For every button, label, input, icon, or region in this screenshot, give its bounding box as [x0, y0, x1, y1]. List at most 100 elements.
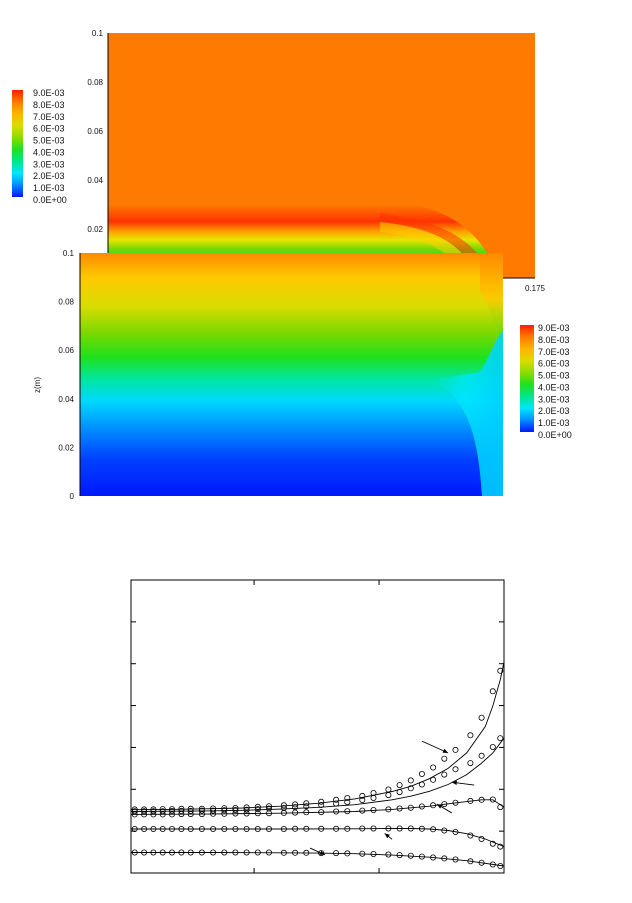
- colorbar-bottom-labels: 9.0E-03 8.0E-03 7.0E-03 6.0E-03 5.0E-034.0E-…: [538, 323, 572, 440]
- chart-point: [497, 863, 504, 870]
- contour-bottom-panel: 0 0.02 0.04 0.06 0.08 0.1 z(m): [33, 249, 503, 501]
- chart-point: [265, 849, 272, 856]
- chart-point: [187, 826, 194, 833]
- chart-point: [178, 826, 185, 833]
- chart-point: [430, 802, 437, 809]
- chart-point: [265, 826, 272, 833]
- colorbar-label: 1.0E-03: [538, 418, 570, 428]
- chart-point: [318, 809, 325, 816]
- contour-bottom-y-ticks: 0 0.02 0.04 0.06 0.08 0.1: [58, 249, 74, 501]
- chart-point: [452, 856, 459, 863]
- chart-point: [467, 797, 474, 804]
- chart-point: [243, 826, 250, 833]
- contour-bottom-field: [80, 253, 503, 496]
- chart-point: [254, 810, 261, 817]
- chart-point: [292, 809, 299, 816]
- chart-series-line: [130, 737, 505, 812]
- chart-point: [407, 777, 414, 784]
- chart-arrow-head: [451, 780, 457, 785]
- chart-point: [178, 849, 185, 856]
- chart-series-0: [130, 661, 505, 813]
- chart-point: [396, 782, 403, 789]
- chart-point: [187, 811, 194, 818]
- chart-point: [131, 811, 138, 818]
- contour-top-field: [108, 33, 535, 278]
- contour-top-y-tick: 0.02: [87, 225, 103, 234]
- chart-point: [370, 795, 377, 802]
- chart-point: [385, 851, 392, 858]
- contour-bottom-y-tick: 0: [70, 492, 75, 501]
- chart-point: [303, 800, 310, 807]
- chart-point: [187, 849, 194, 856]
- chart-point: [333, 800, 340, 807]
- chart-point: [344, 825, 351, 832]
- chart-point: [141, 826, 148, 833]
- chart-point: [385, 825, 392, 832]
- chart-point: [489, 744, 496, 751]
- chart-point: [333, 850, 340, 857]
- chart-series-line: [130, 661, 505, 811]
- chart-point: [467, 760, 474, 767]
- chart-point: [198, 807, 205, 814]
- colorbar-label: 9.0E-03: [538, 323, 570, 333]
- chart-point: [441, 827, 448, 834]
- contour-top-y-tick: 0.08: [87, 78, 103, 87]
- chart-point: [198, 811, 205, 818]
- chart-point: [178, 807, 185, 814]
- chart-point: [292, 801, 299, 808]
- contour-bottom-right-plume: [430, 330, 503, 496]
- chart-point: [168, 826, 175, 833]
- chart-point: [243, 810, 250, 817]
- chart-point: [168, 849, 175, 856]
- chart-point: [150, 808, 157, 815]
- chart-point: [131, 849, 138, 856]
- chart-point: [254, 806, 261, 813]
- chart-point: [150, 811, 157, 818]
- chart-point: [265, 803, 272, 810]
- chart-arrow-head: [436, 804, 443, 809]
- contour-bottom-ylabel: z(m): [33, 377, 42, 393]
- chart-point: [318, 802, 325, 809]
- chart-point: [333, 825, 340, 832]
- chart-point: [359, 797, 366, 804]
- chart-point: [359, 792, 366, 799]
- colorbar-label: 6.0E-03: [538, 359, 570, 369]
- chart-point: [303, 809, 310, 816]
- chart-point: [396, 852, 403, 859]
- chart-point: [344, 808, 351, 815]
- chart-point: [232, 849, 239, 856]
- chart-point: [441, 755, 448, 762]
- contour-top-y-tick: 0.04: [87, 176, 103, 185]
- chart-point: [131, 808, 138, 815]
- chart-point: [489, 688, 496, 695]
- chart-point: [418, 771, 425, 778]
- colorbar-bottom-swatch: [520, 325, 534, 432]
- chart-point: [210, 849, 217, 856]
- chart-point: [303, 849, 310, 856]
- colorbar-label: 8.0E-03: [33, 100, 65, 110]
- chart-point: [452, 746, 459, 753]
- chart-point: [441, 855, 448, 862]
- chart-point: [198, 826, 205, 833]
- colorbar-label: 1.0E-03: [33, 183, 65, 193]
- chart-point: [344, 799, 351, 806]
- chart-point: [303, 825, 310, 832]
- chart-point: [159, 826, 166, 833]
- chart-point: [407, 785, 414, 792]
- chart-point: [221, 849, 228, 856]
- colorbar-top: 9.0E-03 8.0E-03 7.0E-03 6.0E-03 5.0E-034.0E-…: [12, 88, 67, 205]
- contour-bottom-y-tick: 0.04: [58, 395, 74, 404]
- colorbar-label: 5.0E-03: [538, 371, 570, 381]
- colorbar-label: 4.0E-03: [33, 147, 65, 157]
- chart-point: [478, 752, 485, 759]
- chart-point: [489, 861, 496, 868]
- chart-arrow: [384, 833, 393, 840]
- chart-point: [141, 811, 148, 818]
- chart-point: [441, 801, 448, 808]
- chart-point: [318, 798, 325, 805]
- colorbar-label: 3.0E-03: [538, 394, 570, 404]
- line-chart-ticks: [131, 580, 504, 873]
- chart-point: [467, 732, 474, 739]
- chart-point: [396, 825, 403, 832]
- colorbar-label: 0.0E+00: [33, 195, 67, 205]
